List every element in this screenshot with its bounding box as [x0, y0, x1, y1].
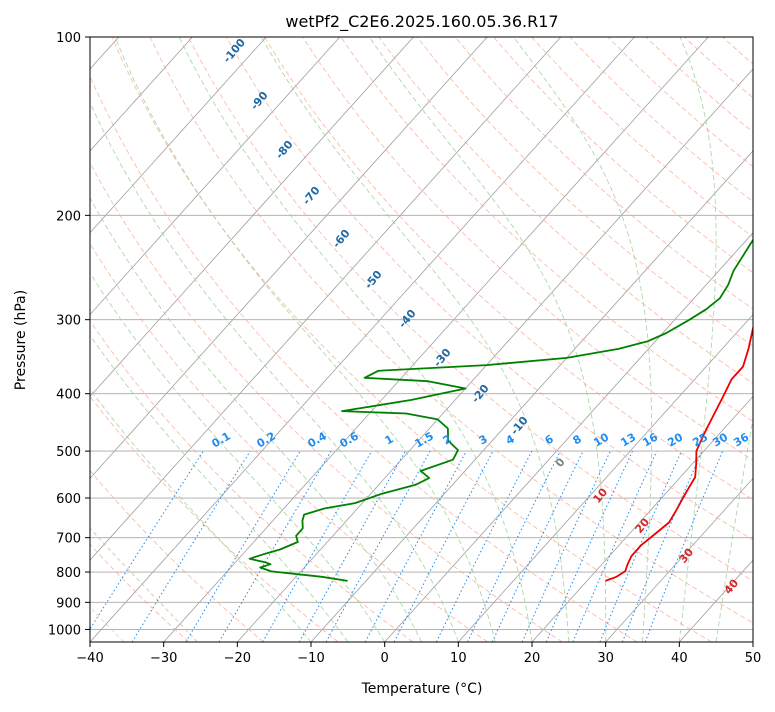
x-tick-label: −10 [297, 651, 324, 666]
x-tick-label: 0 [381, 651, 389, 666]
y-tick-label: 700 [56, 532, 81, 547]
x-tick-label: 30 [597, 651, 614, 666]
x-tick-label: 20 [524, 651, 541, 666]
y-tick-label: 400 [56, 388, 81, 403]
y-tick-label: 300 [56, 314, 81, 329]
chart-title: wetPf2_C2E6.2025.160.05.36.R17 [285, 12, 558, 32]
x-tick-label: −40 [76, 651, 103, 666]
x-tick-label: −20 [224, 651, 251, 666]
x-tick-label: 50 [745, 651, 762, 666]
y-tick-label: 200 [56, 209, 81, 224]
x-tick-label: 10 [450, 651, 467, 666]
x-tick-label: −30 [150, 651, 177, 666]
y-tick-label: 1000 [48, 623, 81, 638]
y-axis-label: Pressure (hPa) [13, 290, 29, 390]
y-tick-label: 900 [56, 596, 81, 611]
y-tick-label: 800 [56, 566, 81, 581]
y-tick-label: 600 [56, 492, 81, 507]
y-tick-label: 500 [56, 445, 81, 460]
x-tick-label: 40 [671, 651, 688, 666]
x-axis-label: Temperature (°C) [361, 681, 483, 697]
y-tick-label: 100 [56, 31, 81, 46]
